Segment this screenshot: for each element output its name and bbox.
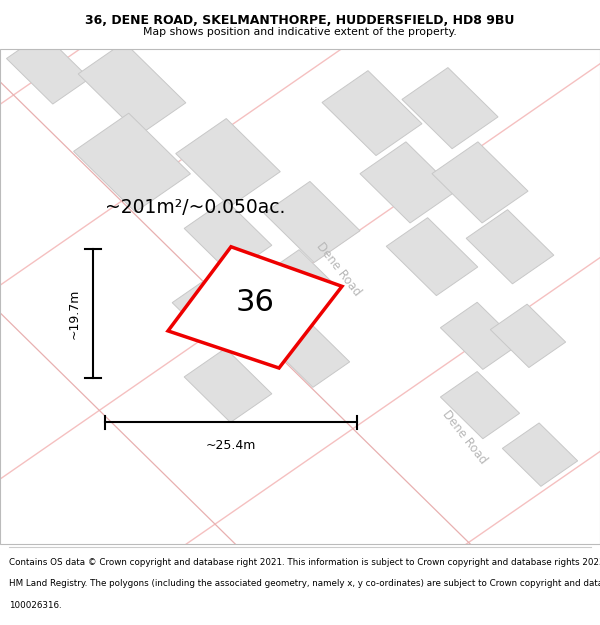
Text: 36: 36 [236, 288, 274, 317]
Polygon shape [184, 348, 272, 423]
Polygon shape [176, 119, 280, 207]
Text: ~25.4m: ~25.4m [206, 439, 256, 452]
Polygon shape [78, 42, 186, 134]
Text: 100026316.: 100026316. [9, 601, 62, 609]
Polygon shape [172, 274, 260, 348]
Polygon shape [184, 200, 272, 274]
Polygon shape [490, 304, 566, 368]
Polygon shape [386, 217, 478, 296]
Text: 36, DENE ROAD, SKELMANTHORPE, HUDDERSFIELD, HD8 9BU: 36, DENE ROAD, SKELMANTHORPE, HUDDERSFIE… [85, 14, 515, 27]
Polygon shape [466, 209, 554, 284]
Text: Dene Road: Dene Road [440, 408, 490, 467]
Polygon shape [7, 33, 89, 104]
Polygon shape [402, 68, 498, 149]
Polygon shape [502, 423, 578, 486]
Text: ~19.7m: ~19.7m [68, 288, 81, 339]
Text: Map shows position and indicative extent of the property.: Map shows position and indicative extent… [143, 26, 457, 36]
Polygon shape [274, 324, 350, 388]
Polygon shape [264, 181, 360, 262]
Polygon shape [440, 302, 520, 369]
Text: ~201m²/~0.050ac.: ~201m²/~0.050ac. [105, 198, 286, 217]
Polygon shape [262, 250, 338, 313]
Polygon shape [168, 247, 342, 368]
Text: Contains OS data © Crown copyright and database right 2021. This information is : Contains OS data © Crown copyright and d… [9, 558, 600, 568]
Polygon shape [440, 372, 520, 439]
Text: HM Land Registry. The polygons (including the associated geometry, namely x, y c: HM Land Registry. The polygons (includin… [9, 579, 600, 589]
Polygon shape [74, 113, 190, 212]
Polygon shape [360, 142, 456, 223]
Polygon shape [432, 142, 528, 223]
Polygon shape [322, 71, 422, 156]
Text: Dene Road: Dene Road [314, 239, 364, 298]
